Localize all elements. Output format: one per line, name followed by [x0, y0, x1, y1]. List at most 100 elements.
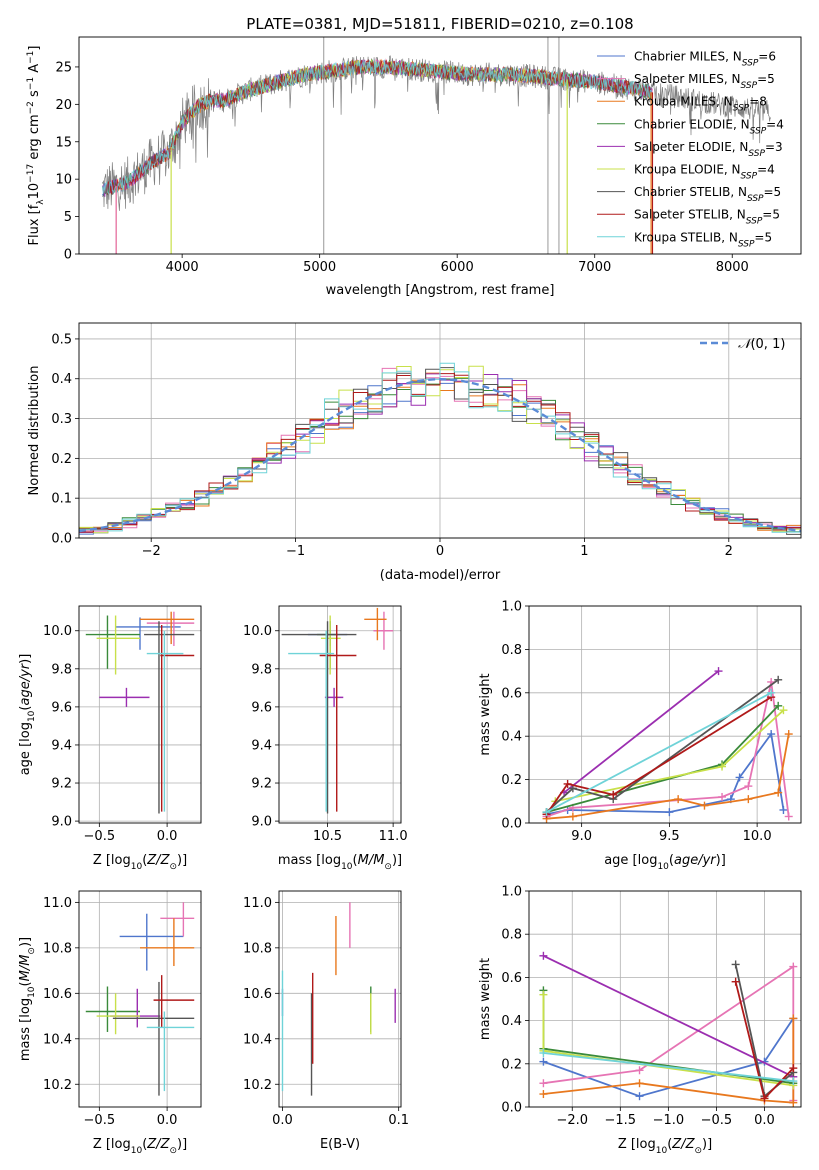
axes-frame: [278, 605, 402, 824]
legend-label: 𝒩(0, 1): [738, 337, 785, 352]
residuals-ytick-label: 0.0: [51, 532, 72, 547]
weight-series-line: [546, 692, 772, 813]
weights-vs-Z-ytick-label: 0.8: [501, 928, 522, 943]
weight-marker: [539, 1049, 548, 1057]
weight-marker: [767, 688, 776, 697]
weight-marker: [731, 977, 740, 986]
weights-vs-age-xtick-label: 9.5: [659, 829, 680, 844]
residuals-xtick-label: −2: [142, 544, 161, 559]
errorbar-point: [115, 617, 181, 650]
weights-vs-age-ytick-label: 0.4: [501, 730, 522, 745]
residuals-ytick-label: 0.1: [51, 492, 72, 507]
weight-series-line: [543, 1017, 795, 1098]
mass-vs-EBV-xtick-label: 0.1: [388, 1113, 409, 1128]
weight-marker: [744, 795, 753, 804]
weight-series-line: [543, 954, 794, 1078]
weight-marker: [774, 675, 783, 684]
residuals-xlabel: (data-model)/error: [380, 568, 501, 583]
errorbar-point: [146, 630, 184, 812]
weights-vs-Z-ytick-label: 0.2: [501, 1057, 522, 1072]
weights-vs-age-plot-area: [542, 667, 793, 823]
errorbar-point: [99, 687, 150, 707]
mass-vs-EBV-xlabel: E(B-V): [320, 1137, 360, 1152]
weights-vs-Z-ylabel: mass weight: [478, 958, 493, 1040]
axes-frame: [78, 36, 802, 255]
spectrum-xtick-label: 5000: [303, 260, 336, 275]
weights-vs-Z-xtick-label: 0.0: [754, 1113, 775, 1128]
age-vs-mass-ytick-label: 9.8: [251, 662, 272, 677]
weight-marker: [539, 951, 548, 960]
weight-marker: [635, 1092, 644, 1101]
weights-vs-Z-xtick-label: −0.5: [701, 1113, 733, 1128]
legend-label: Chabrier ELODIE, NSSP=4: [634, 117, 784, 136]
age-vs-mass-ytick-label: 9.6: [251, 700, 272, 715]
weights-vs-Z-plot-area: [539, 951, 798, 1107]
weight-marker: [760, 1094, 769, 1103]
errorbar-point: [288, 630, 335, 812]
figure-title: PLATE=0381, MJD=51811, FIBERID=0210, z=0…: [246, 15, 633, 33]
age-vs-mass-xtick-label: 10.5: [313, 829, 342, 844]
weight-marker: [718, 792, 727, 801]
residuals-ytick-label: 0.4: [51, 372, 72, 387]
age-vs-Z-ytick-label: 9.2: [51, 777, 72, 792]
mass-vs-EBV-panel: 0.0 0.1 10.2 10.4 10.6 10.8 11.0 E(B-V): [243, 890, 409, 1152]
age-vs-Z-xlabel: Z [log10(Z/Z⊙)]: [93, 853, 187, 872]
weight-marker: [774, 701, 783, 710]
age-vs-Z-ylabel: age [log10(age/yr)]: [18, 654, 37, 776]
spectrum-plot-area: [102, 37, 771, 254]
axes-frame: [528, 890, 802, 1108]
weight-marker: [568, 812, 577, 821]
legend-label: Kroupa MILES, NSSP=8: [634, 95, 767, 114]
spectrum-legend: Chabrier MILES, NSSP=6 Salpeter MILES, NS…: [597, 50, 784, 249]
age-vs-Z-plot-area: [85, 611, 195, 814]
mass-vs-Z-ytick-label: 11.0: [43, 896, 72, 911]
residuals-xtick-label: 1: [580, 544, 588, 559]
mass-vs-Z-xtick-label: 0.0: [157, 1113, 178, 1128]
weight-marker: [789, 1014, 798, 1023]
age-vs-mass-plot-area: [281, 607, 394, 814]
weight-marker: [539, 1057, 548, 1066]
normal-distribution-curve: [79, 377, 801, 533]
legend-label: Kroupa STELIB, NSSP=5: [634, 230, 772, 249]
spectrum-ylabel: Flux [fλ10−17 erg cm−2 s−1 A−1]: [26, 46, 46, 246]
weight-marker: [718, 762, 727, 771]
errorbar-point: [85, 615, 140, 669]
residuals-legend: 𝒩(0, 1): [700, 337, 785, 352]
mass-vs-Z-ytick-label: 10.8: [43, 941, 72, 956]
age-vs-Z-ytick-label: 9.6: [51, 700, 72, 715]
legend-label: Salpeter ELODIE, NSSP=3: [634, 140, 783, 159]
age-vs-mass-ytick-label: 9.2: [251, 777, 272, 792]
weights-vs-Z-xtick-label: −1.0: [653, 1113, 685, 1128]
age-vs-Z-ytick-label: 9.8: [51, 662, 72, 677]
weights-vs-age-ytick-label: 0.0: [501, 817, 522, 832]
age-vs-Z-ytick-label: 9.4: [51, 738, 72, 753]
mass-vs-EBV-ytick-label: 11.0: [243, 896, 272, 911]
spectrum-xtick-label: 8000: [716, 260, 749, 275]
mass-vs-Z-ytick-label: 10.6: [43, 987, 72, 1002]
weight-marker: [665, 808, 674, 817]
weights-vs-age-ytick-label: 0.8: [501, 643, 522, 658]
mass-vs-Z-ytick-label: 10.4: [43, 1032, 72, 1047]
age-vs-Z-xtick-label: −0.5: [84, 829, 116, 844]
age-vs-mass-xtick-label: 11.0: [379, 829, 408, 844]
spectrum-xtick-label: 6000: [441, 260, 474, 275]
weight-marker: [539, 990, 548, 999]
spectrum-ytick-label: 0: [64, 248, 72, 263]
residual-histogram: [79, 362, 801, 536]
weight-marker: [542, 808, 551, 817]
axes-frame: [278, 890, 402, 1108]
weights-vs-Z-ytick-label: 1.0: [501, 885, 522, 900]
weights-vs-age-ytick-label: 0.2: [501, 773, 522, 788]
weight-series-line: [543, 1052, 794, 1082]
legend-label: Kroupa ELODIE, NSSP=4: [634, 163, 775, 182]
weight-marker: [635, 1079, 644, 1088]
legend-label: Chabrier STELIB, NSSP=5: [634, 185, 781, 204]
weights-vs-Z-ytick-label: 0.0: [501, 1101, 522, 1116]
weights-vs-age-xtick-label: 10.0: [743, 829, 772, 844]
age-vs-Z-ytick-label: 9.0: [51, 815, 72, 830]
residuals-panel: −2 −1 0 1 2 0.0 0.1 0.2 0.3 0.4 0.5 𝒩(0, 1) (data-mo…: [27, 322, 802, 583]
weight-marker: [735, 773, 744, 782]
weight-marker: [784, 812, 793, 821]
mass-vs-Z-plot-area: [85, 902, 195, 1096]
